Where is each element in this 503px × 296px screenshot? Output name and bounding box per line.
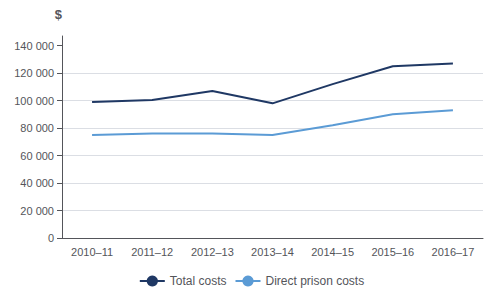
svg-text:2010–11: 2010–11 <box>71 246 113 258</box>
svg-text:2012–13: 2012–13 <box>191 246 234 258</box>
svg-text:$: $ <box>55 7 63 22</box>
svg-text:120 000: 120 000 <box>14 67 54 79</box>
svg-text:Direct prison costs: Direct prison costs <box>265 274 364 288</box>
svg-text:80 000: 80 000 <box>20 122 54 134</box>
svg-text:40 000: 40 000 <box>20 177 54 189</box>
svg-text:0: 0 <box>48 232 54 244</box>
svg-text:140 000: 140 000 <box>14 40 54 52</box>
svg-text:2015–16: 2015–16 <box>371 246 414 258</box>
svg-text:Total costs: Total costs <box>170 274 227 288</box>
svg-text:2013–14: 2013–14 <box>251 246 294 258</box>
svg-text:100 000: 100 000 <box>14 95 54 107</box>
svg-text:2014–15: 2014–15 <box>311 246 354 258</box>
svg-text:60 000: 60 000 <box>20 150 54 162</box>
svg-text:2016–17: 2016–17 <box>432 246 475 258</box>
svg-text:2011–12: 2011–12 <box>131 246 173 258</box>
svg-text:20 000: 20 000 <box>20 205 54 217</box>
